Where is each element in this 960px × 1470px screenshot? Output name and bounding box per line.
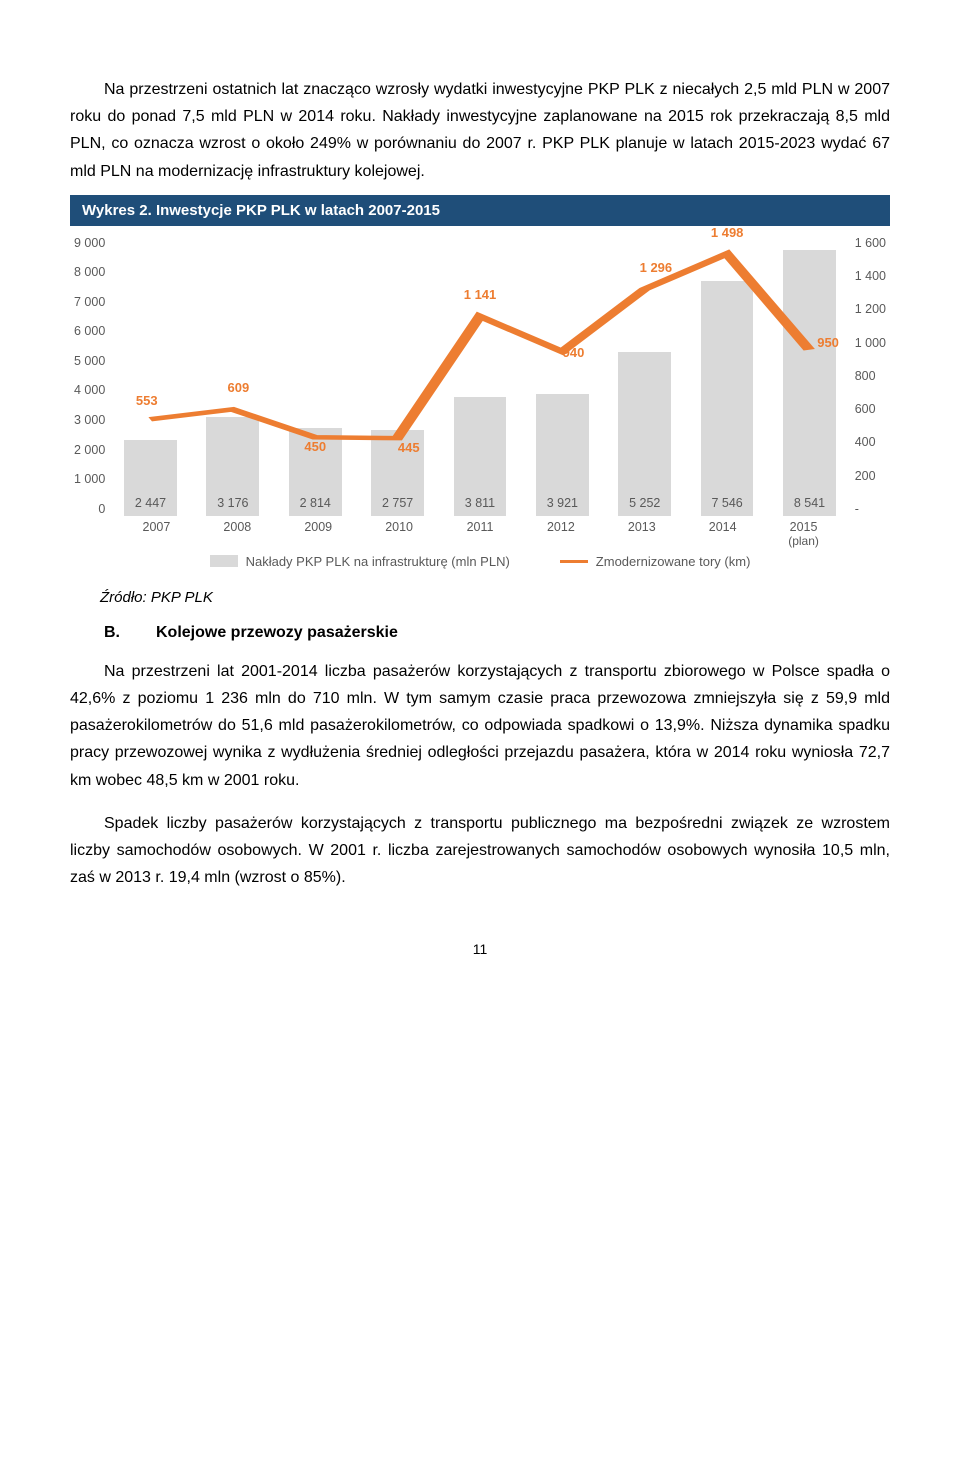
y-left-tick: 9 000 xyxy=(74,236,105,250)
intro-paragraph: Na przestrzeni ostatnich lat znacząco wz… xyxy=(70,76,890,185)
line-series-svg xyxy=(109,236,850,516)
y-axis-left: 9 000 8 000 7 000 6 000 5 000 4 000 3 000 2 000… xyxy=(70,236,109,516)
y-right-tick: 200 xyxy=(855,469,886,483)
y-left-tick: 3 000 xyxy=(74,413,105,427)
line-value-label: 553 xyxy=(136,393,158,408)
line-value-label: 1 296 xyxy=(640,260,673,275)
y-left-tick: 0 xyxy=(74,502,105,516)
y-left-tick: 4 000 xyxy=(74,383,105,397)
line-value-label: 609 xyxy=(228,380,250,395)
legend-item-line: Zmodernizowane tory (km) xyxy=(560,554,751,569)
x-axis-label: 2009 xyxy=(278,520,359,548)
section-heading: B. Kolejowe przewozy pasażerskie xyxy=(104,624,890,642)
line-value-label: 450 xyxy=(304,439,326,454)
body-paragraph-2: Spadek liczby pasażerów korzystających z… xyxy=(70,810,890,892)
line-value-label: 1 498 xyxy=(711,225,744,240)
legend-item-bars: Nakłady PKP PLK na infrastrukturę (mln P… xyxy=(210,554,510,569)
y-left-tick: 8 000 xyxy=(74,265,105,279)
y-right-tick: 1 600 xyxy=(855,236,886,250)
y-right-tick: 600 xyxy=(855,402,886,416)
x-axis-label: 2015(plan) xyxy=(763,520,844,548)
y-left-tick: 1 000 xyxy=(74,472,105,486)
x-axis-label: 2012 xyxy=(520,520,601,548)
legend-line-label: Zmodernizowane tory (km) xyxy=(596,554,751,569)
x-axis-label: 2014 xyxy=(682,520,763,548)
y-right-tick: 1 200 xyxy=(855,302,886,316)
section-title: Kolejowe przewozy pasażerskie xyxy=(156,624,398,642)
y-right-tick: 800 xyxy=(855,369,886,383)
y-left-tick: 2 000 xyxy=(74,443,105,457)
chart-source: Źródło: PKP PLK xyxy=(100,589,890,606)
chart-plot-area: 2 4473 1762 8142 7573 8113 9215 2527 546… xyxy=(109,236,850,516)
line-value-label: 445 xyxy=(398,440,420,455)
x-axis-label: 2008 xyxy=(197,520,278,548)
chart-legend: Nakłady PKP PLK na infrastrukturę (mln P… xyxy=(70,554,890,569)
y-left-tick: 5 000 xyxy=(74,354,105,368)
line-value-label: 950 xyxy=(817,335,839,350)
y-right-tick: 1 000 xyxy=(855,336,886,350)
y-right-tick: 1 400 xyxy=(855,269,886,283)
y-right-tick: - xyxy=(855,502,886,516)
x-axis-sublabel: (plan) xyxy=(763,534,844,548)
x-axis-label: 2011 xyxy=(440,520,521,548)
y-left-tick: 7 000 xyxy=(74,295,105,309)
body-paragraph-1: Na przestrzeni lat 2001-2014 liczba pasa… xyxy=(70,658,890,794)
chart-container: 9 000 8 000 7 000 6 000 5 000 4 000 3 000 2 000… xyxy=(70,236,890,516)
section-letter: B. xyxy=(104,624,120,642)
line-swatch xyxy=(560,560,588,563)
line-value-label: 940 xyxy=(563,345,585,360)
x-axis-label: 2007 xyxy=(116,520,197,548)
x-axis-label: 2010 xyxy=(359,520,440,548)
y-right-tick: 400 xyxy=(855,435,886,449)
y-axis-right: 1 600 1 400 1 200 1 000 800 600 400 200 - xyxy=(851,236,890,516)
line-value-label: 1 141 xyxy=(464,287,497,302)
bar-swatch xyxy=(210,555,238,567)
legend-bar-label: Nakłady PKP PLK na infrastrukturę (mln P… xyxy=(246,554,510,569)
x-axis-labels: 200720082009201020112012201320142015(pla… xyxy=(116,520,844,548)
page-number: 11 xyxy=(70,941,890,957)
chart-title: Wykres 2. Inwestycje PKP PLK w latach 20… xyxy=(70,195,890,226)
x-axis-label: 2013 xyxy=(601,520,682,548)
y-left-tick: 6 000 xyxy=(74,324,105,338)
